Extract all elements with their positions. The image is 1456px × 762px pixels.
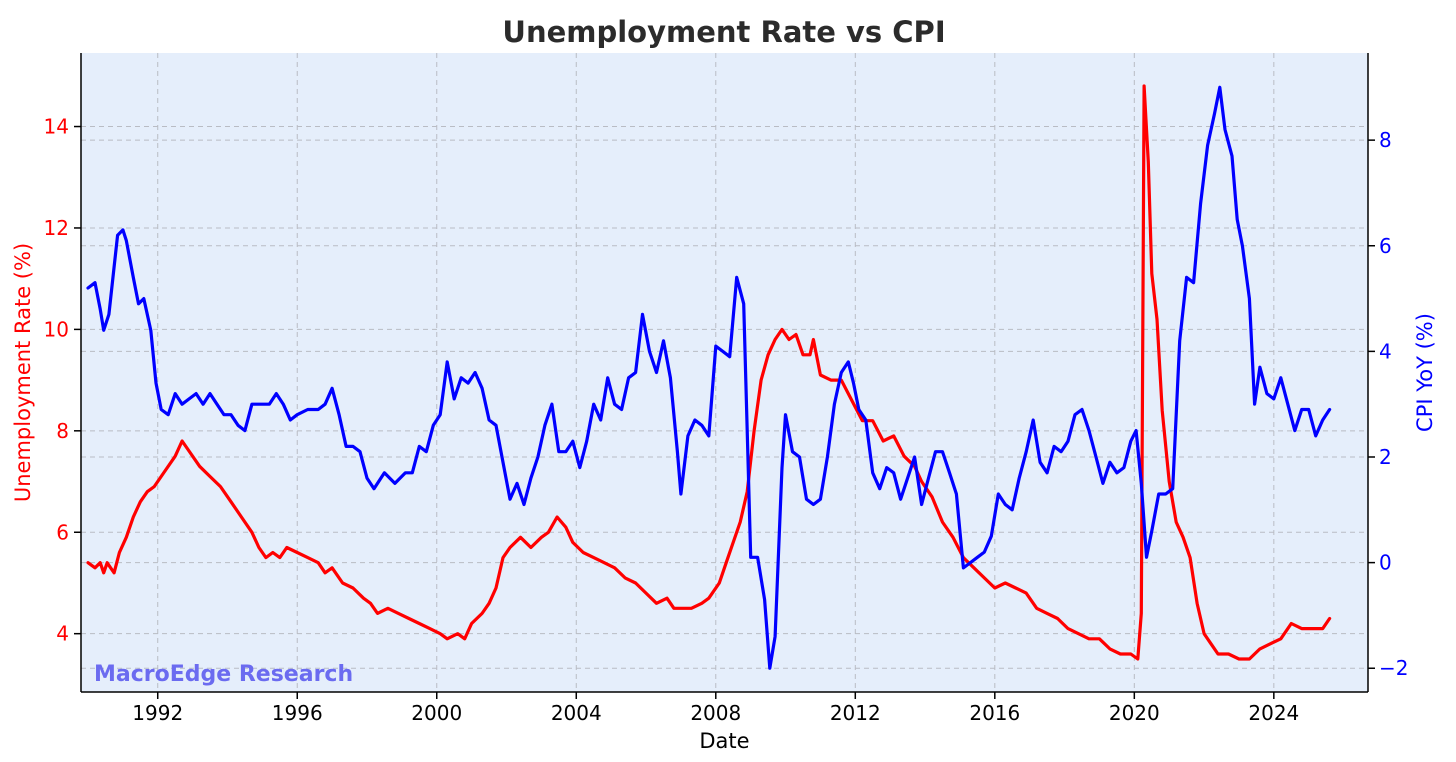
- y-left-tick-label: 6: [56, 520, 69, 544]
- axes: 1992 1996 2000 2004 2008 2012 2016 2020 20244681…: [44, 53, 1408, 725]
- y-left-tick-label: 14: [44, 115, 69, 139]
- x-axis-label: Date: [699, 729, 749, 753]
- y-axis-right-label: CPI YoY (%): [1413, 313, 1437, 432]
- y-right-tick-label: 2: [1379, 445, 1392, 469]
- x-tick-label: 2020: [1109, 701, 1160, 725]
- y-left-tick-label: 4: [56, 622, 69, 646]
- y-right-tick-label: −2: [1379, 656, 1408, 680]
- y-left-tick-label: 10: [44, 317, 69, 341]
- x-tick-label: 2012: [830, 701, 881, 725]
- y-right-tick-label: 8: [1379, 128, 1392, 152]
- x-tick-label: 1996: [272, 701, 323, 725]
- y-left-tick-label: 12: [44, 216, 69, 240]
- plot-area: [81, 53, 1368, 692]
- y-left-tick-label: 8: [56, 419, 69, 443]
- grid-lines: [81, 53, 1368, 692]
- x-tick-label: 2008: [690, 701, 741, 725]
- y-right-tick-label: 0: [1379, 551, 1392, 575]
- series-layer: [86, 84, 1332, 670]
- unemployment-rate-line: [86, 84, 1332, 661]
- x-tick-label: 2000: [411, 701, 462, 725]
- watermark: MacroEdge Research: [94, 662, 353, 687]
- x-tick-label: 1992: [132, 701, 183, 725]
- y-right-tick-label: 6: [1379, 234, 1392, 258]
- x-tick-label: 2004: [551, 701, 602, 725]
- x-tick-label: 2016: [969, 701, 1020, 725]
- x-tick-label: 2024: [1248, 701, 1299, 725]
- chart-title: Unemployment Rate vs CPI: [502, 15, 945, 49]
- y-right-tick-label: 4: [1379, 339, 1392, 363]
- cpi-yoy-line: [86, 85, 1332, 670]
- y-axis-left-label: Unemployment Rate (%): [11, 243, 35, 502]
